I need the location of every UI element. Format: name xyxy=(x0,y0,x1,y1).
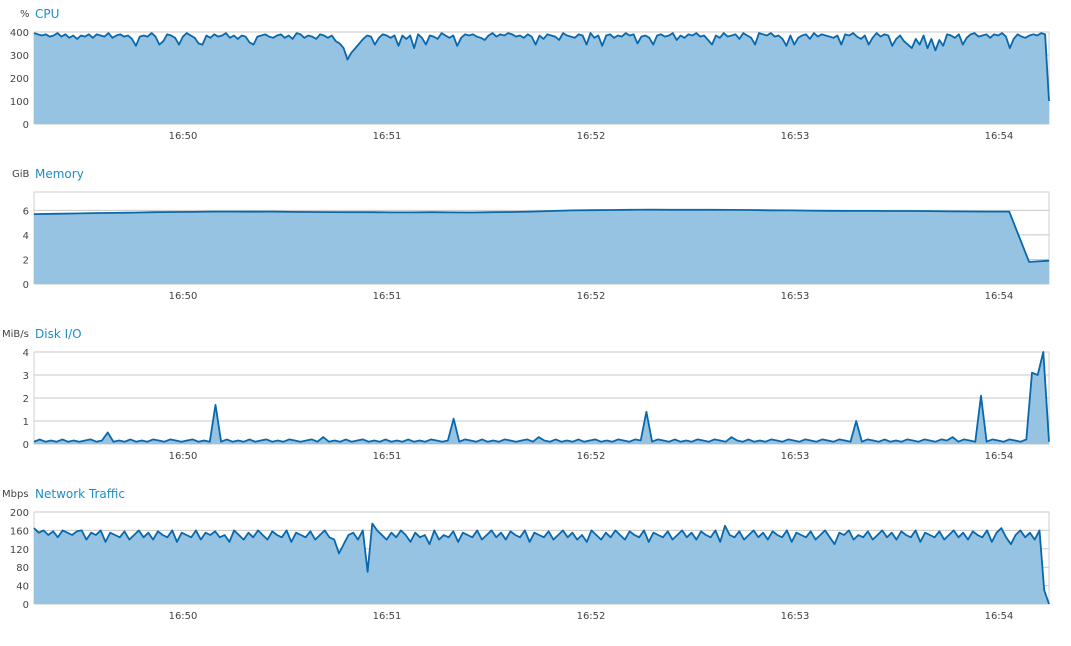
y-tick-label: 40 xyxy=(16,582,29,593)
y-tick-label: 0 xyxy=(23,440,29,451)
y-tick-label: 0 xyxy=(23,120,29,131)
x-tick-label: 16:51 xyxy=(373,611,402,622)
cpu-panel: % CPU xyxy=(0,0,1071,160)
network-traffic-chart: 0 40 80 120 160 200 16:50 16:51 16:52 16:53 16:54 xyxy=(10,508,1050,622)
x-tick-label: 16:53 xyxy=(781,131,810,142)
x-tick-label: 16:53 xyxy=(781,291,810,302)
x-tick-label: 16:54 xyxy=(985,131,1014,142)
y-tick-label: 3 xyxy=(23,371,29,382)
disk-io-unit: MiB/s xyxy=(2,329,29,340)
memory-title[interactable]: Memory xyxy=(35,167,84,181)
network-traffic-panel: Mbps Network Traffic xyxy=(0,480,1071,640)
disk-io-chart: 0 1 2 3 4 16:50 16:51 16:52 16:53 16:54 xyxy=(23,348,1050,462)
disk-io-panel: MiB/s Disk I/O xyxy=(0,320,1071,480)
x-tick-label: 16:53 xyxy=(781,451,810,462)
series-line xyxy=(33,522,1050,605)
series-area xyxy=(34,523,1049,604)
x-tick-label: 16:52 xyxy=(577,611,606,622)
y-tick-label: 200 xyxy=(10,74,29,85)
memory-chart: 0 2 4 6 16:50 16:51 16:52 16:53 16:54 xyxy=(23,191,1050,302)
y-tick-label: 100 xyxy=(10,97,29,108)
x-tick-label: 16:50 xyxy=(169,131,198,142)
y-tick-label: 160 xyxy=(10,526,29,537)
network-traffic-unit: Mbps xyxy=(2,489,29,500)
cpu-chart: 0 100 200 300 400 16:50 16:51 16:52 16:53 16:54 xyxy=(10,28,1050,142)
x-tick-label: 16:50 xyxy=(169,451,198,462)
series-line xyxy=(33,351,1050,443)
y-tick-label: 0 xyxy=(23,280,29,291)
y-tick-label: 120 xyxy=(10,545,29,556)
x-tick-label: 16:54 xyxy=(985,611,1014,622)
x-tick-label: 16:52 xyxy=(577,291,606,302)
y-tick-label: 80 xyxy=(16,563,29,574)
memory-unit: GiB xyxy=(12,169,30,180)
disk-io-title[interactable]: Disk I/O xyxy=(35,327,82,341)
x-tick-label: 16:51 xyxy=(373,451,402,462)
x-tick-label: 16:54 xyxy=(985,291,1014,302)
x-tick-label: 16:53 xyxy=(781,611,810,622)
network-traffic-title[interactable]: Network Traffic xyxy=(35,487,125,501)
x-tick-label: 16:52 xyxy=(577,131,606,142)
y-tick-label: 1 xyxy=(23,417,29,428)
series-line xyxy=(33,208,1050,263)
cpu-unit: % xyxy=(20,9,30,20)
y-tick-label: 0 xyxy=(23,600,29,611)
memory-panel: GiB Memory xyxy=(0,160,1071,320)
y-tick-label: 200 xyxy=(10,508,29,519)
y-tick-label: 4 xyxy=(23,231,29,242)
series-area xyxy=(34,209,1049,284)
y-tick-label: 2 xyxy=(23,394,29,405)
x-tick-label: 16:51 xyxy=(373,131,402,142)
y-tick-label: 400 xyxy=(10,28,29,39)
x-tick-label: 16:54 xyxy=(985,451,1014,462)
x-tick-label: 16:51 xyxy=(373,291,402,302)
y-tick-label: 300 xyxy=(10,51,29,62)
x-tick-label: 16:52 xyxy=(577,451,606,462)
x-tick-label: 16:50 xyxy=(169,291,198,302)
series-line xyxy=(33,32,1050,102)
y-tick-label: 6 xyxy=(23,206,29,217)
cpu-title[interactable]: CPU xyxy=(35,7,60,21)
series-area xyxy=(34,33,1049,124)
x-tick-label: 16:50 xyxy=(169,611,198,622)
y-tick-label: 4 xyxy=(23,348,29,359)
y-tick-label: 2 xyxy=(23,255,29,266)
